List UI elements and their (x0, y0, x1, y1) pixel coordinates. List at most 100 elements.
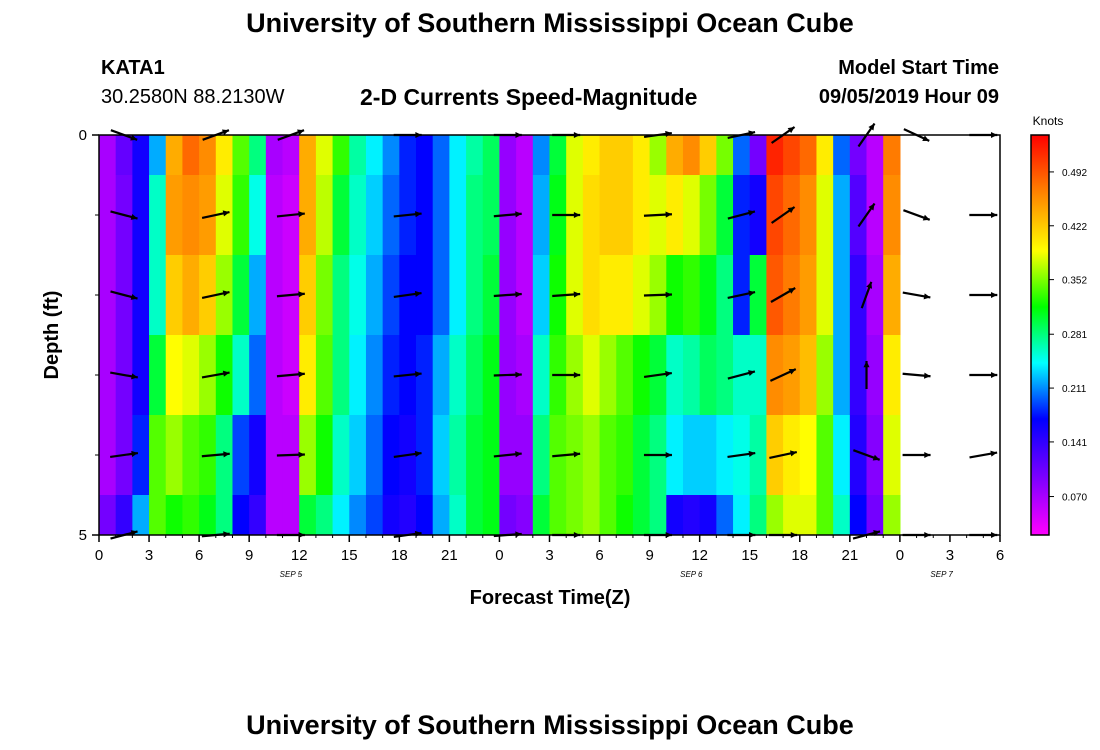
heatmap-cell (365, 255, 384, 336)
colorbar-tick-label: 0.070 (1062, 493, 1087, 504)
heatmap-cell (632, 135, 651, 176)
current-vector (852, 449, 881, 461)
x-axis-label: Forecast Time(Z) (470, 587, 631, 609)
heatmap-cell (749, 175, 768, 256)
heatmap-cell (165, 495, 184, 535)
heatmap-cell (449, 415, 467, 496)
heatmap-cell (849, 335, 868, 416)
heatmap-cell (582, 255, 601, 336)
heatmap-cell (449, 335, 467, 416)
heatmap-cell (149, 495, 167, 535)
heatmap-cell (766, 175, 784, 256)
heatmap-cell (849, 495, 868, 535)
x-tick-label: 0 (896, 547, 904, 564)
heatmap-cell (716, 255, 734, 336)
current-vector (393, 450, 422, 459)
date-label: SEP 6 (680, 570, 703, 579)
heatmap-cell (315, 495, 334, 535)
current-vector (727, 370, 756, 380)
heatmap-cell (516, 495, 534, 535)
heatmap-cell (182, 175, 200, 256)
heatmap-cell (716, 175, 734, 256)
heatmap-cell (416, 175, 434, 256)
x-tick-label: 3 (545, 547, 553, 564)
heatmap-cell (399, 135, 417, 176)
x-tick-label: 3 (145, 547, 153, 564)
heatmap-cell (616, 415, 634, 496)
current-vector (770, 287, 796, 303)
heatmap-cell (766, 415, 784, 496)
heatmap-cell (883, 495, 901, 535)
heatmap-cell (165, 135, 184, 176)
current-vector (727, 210, 756, 220)
main-title: University of Southern Mississippi Ocean… (246, 8, 854, 38)
current-vector (110, 290, 138, 300)
heatmap-cell (749, 255, 768, 336)
heatmap-cell (199, 175, 217, 256)
x-tick-label: 3 (946, 547, 954, 564)
current-vector (643, 370, 672, 379)
heatmap-cell (649, 135, 667, 176)
heatmap-cell (749, 495, 768, 535)
heatmap-cell (799, 255, 818, 336)
heatmap-cell (416, 335, 434, 416)
heatmap-cell (849, 415, 868, 496)
heatmap-cell (349, 335, 367, 416)
current-vector (493, 371, 522, 378)
heatmap-cell (199, 255, 217, 336)
heatmap-cell (682, 415, 701, 496)
current-vector (770, 206, 796, 224)
heatmap-cell (299, 255, 317, 336)
heatmap-cell (132, 495, 150, 535)
heatmap-cell (883, 335, 901, 416)
heatmap-cell (466, 335, 484, 416)
colorbar-unit-label: Knots (1033, 114, 1064, 128)
heatmap-cell (749, 335, 768, 416)
heatmap-cell (582, 135, 601, 176)
heatmap-cell (315, 135, 334, 176)
heatmap-cell (466, 495, 484, 535)
heatmap-cell (599, 135, 617, 176)
heatmap-cell (416, 135, 434, 176)
heatmap-cell (365, 175, 384, 256)
heatmap-cell (766, 135, 784, 176)
heatmap-cell (883, 415, 901, 496)
heatmap-cell (632, 175, 651, 256)
heatmap-cell (149, 175, 167, 256)
heatmap-cell (516, 135, 534, 176)
heatmap-cell (99, 175, 117, 256)
heatmap-cell (616, 175, 634, 256)
heatmap-cell (682, 175, 701, 256)
heatmap-cell (599, 415, 617, 496)
current-vector (727, 450, 756, 459)
current-vector (110, 450, 139, 459)
heatmap-cell (382, 335, 400, 416)
heatmap-cell (482, 495, 501, 535)
heatmap-cell (716, 415, 734, 496)
heatmap-cell (883, 175, 901, 256)
heatmap-cell (682, 135, 701, 176)
colorbar-tick-label: 0.281 (1062, 330, 1087, 341)
current-vector (276, 451, 305, 458)
heatmap-cell (866, 175, 884, 256)
plot-title: 2-D Currents Speed-Magnitude (360, 84, 698, 110)
current-vector (969, 450, 998, 459)
heatmap-cell (883, 135, 901, 176)
heatmap-cell (783, 175, 801, 256)
heatmap-cell (132, 335, 150, 416)
heatmap-cell (182, 415, 200, 496)
heatmap-cell (532, 335, 551, 416)
heatmap-cell (299, 495, 317, 535)
heatmap-cell (432, 175, 450, 256)
heatmap-cell (816, 495, 834, 535)
heatmap-cell (516, 255, 534, 336)
heatmap-cell (766, 335, 784, 416)
heatmap-cell (499, 135, 517, 176)
heatmap-cell (632, 255, 651, 336)
heatmap-cell (299, 415, 317, 496)
heatmap-cell (849, 175, 868, 256)
heatmap-cell (432, 135, 450, 176)
heatmap-cell (699, 495, 717, 535)
current-vector (201, 290, 230, 299)
current-vector (493, 451, 522, 458)
